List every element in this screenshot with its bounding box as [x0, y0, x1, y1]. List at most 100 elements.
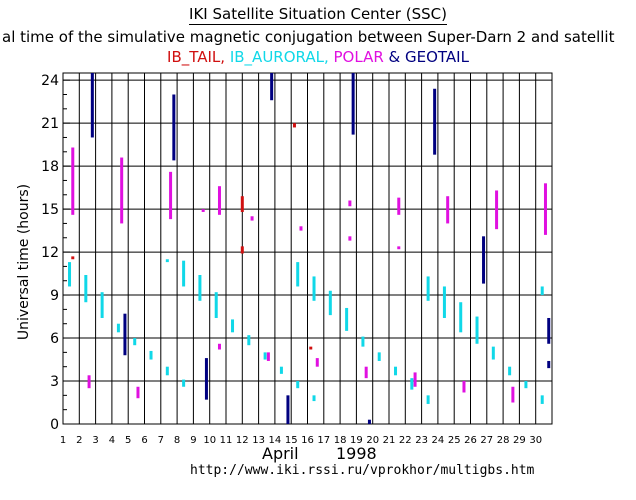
- y-tick-label: 12: [41, 245, 59, 261]
- interval-bar-geotail: [123, 313, 127, 356]
- x-tick-label: 18: [334, 435, 347, 446]
- x-tick-label: 26: [464, 435, 477, 446]
- interval-bar-ib-auroral: [214, 292, 218, 318]
- interval-bar-geotail: [90, 73, 94, 138]
- interval-bar-ib-auroral: [475, 316, 479, 344]
- interval-bar-polar: [266, 352, 270, 361]
- interval-bar-ib-auroral: [296, 381, 300, 389]
- legend-entry: ,: [220, 48, 230, 66]
- y-tick-label: 6: [50, 331, 59, 347]
- x-tick-label: 29: [513, 435, 526, 446]
- x-tick-label: 23: [415, 435, 428, 446]
- y-tick-label: 21: [41, 116, 59, 132]
- y-tick-label: 18: [41, 159, 59, 175]
- x-tick-label: 19: [350, 435, 363, 446]
- interval-bar-polar: [397, 246, 401, 250]
- legend: IB_TAIL, IB_AURORAL, POLAR & GEOTAIL: [0, 48, 636, 66]
- interval-bar-ib-auroral: [426, 276, 430, 301]
- interval-bar-ib-auroral: [68, 262, 72, 287]
- x-tick-label: 28: [497, 435, 510, 446]
- x-tick-label: 3: [92, 435, 98, 446]
- interval-bar-ib-auroral: [231, 319, 235, 333]
- interval-bar-polar: [71, 147, 75, 215]
- interval-bar-ib-tail: [292, 123, 296, 128]
- y-tick-label: 15: [41, 202, 59, 218]
- interval-bar-polar: [217, 186, 221, 215]
- x-axis-label-year: 1998: [336, 444, 377, 463]
- interval-bar-ib-tail: [309, 346, 313, 350]
- interval-bar-polar: [413, 372, 417, 387]
- interval-bar-ib-auroral: [524, 381, 528, 389]
- y-tick-label: 3: [50, 374, 59, 390]
- interval-bar-ib-tail: [71, 256, 75, 260]
- interval-bar-polar: [250, 216, 254, 221]
- x-tick-label: 30: [529, 435, 542, 446]
- legend-entry: ,: [323, 48, 334, 66]
- y-tick-label: 24: [41, 73, 59, 89]
- interval-bar-polar: [87, 375, 91, 389]
- interval-bar-ib-auroral: [84, 275, 88, 303]
- interval-bar-ib-auroral: [182, 260, 186, 287]
- interval-bar-geotail: [547, 360, 551, 369]
- x-tick-label: 27: [480, 435, 493, 446]
- interval-bar-ib-auroral: [508, 366, 512, 376]
- legend-entry: IB_TAIL: [167, 48, 221, 66]
- interval-bar-ib-auroral: [377, 352, 381, 361]
- x-tick-label: 10: [203, 435, 216, 446]
- interval-bar-geotail: [482, 236, 486, 284]
- x-tick-label: 14: [269, 435, 282, 446]
- interval-bar-ib-auroral: [540, 395, 544, 404]
- x-tick-label: 22: [399, 435, 412, 446]
- interval-bar-geotail: [351, 73, 355, 135]
- source-url: http://www.iki.rssi.ru/vprokhor/multigbs…: [190, 463, 535, 478]
- interval-bar-ib-auroral: [247, 335, 251, 346]
- interval-bar-ib-auroral: [116, 323, 120, 333]
- interval-bar-ib-auroral: [394, 366, 398, 376]
- interval-bar-ib-auroral: [182, 379, 186, 387]
- x-tick-label: 13: [252, 435, 265, 446]
- x-tick-label: 12: [236, 435, 249, 446]
- interval-bar-polar: [169, 171, 173, 220]
- interval-bar-geotail: [547, 317, 551, 344]
- x-tick-label: 8: [174, 435, 180, 446]
- interval-bar-ib-auroral: [312, 395, 316, 402]
- y-tick-label: 0: [50, 417, 59, 433]
- interval-bar-ib-tail: [240, 246, 244, 254]
- x-tick-label: 16: [301, 435, 314, 446]
- x-tick-label: 20: [366, 435, 379, 446]
- interval-bar-ib-auroral: [133, 338, 137, 346]
- interval-bar-polar: [348, 236, 352, 241]
- interval-bar-polar: [136, 386, 140, 399]
- legend-entry: POLAR: [333, 48, 384, 66]
- interval-bar-polar: [315, 358, 319, 367]
- x-tick-label: 1: [60, 435, 66, 446]
- interval-bar-ib-auroral: [263, 352, 267, 360]
- interval-bar-ib-auroral: [540, 286, 544, 296]
- interval-bar-ib-auroral: [165, 259, 169, 263]
- x-tick-label: 5: [125, 435, 131, 446]
- x-tick-label: 24: [432, 435, 445, 446]
- y-tick-label: 9: [50, 288, 59, 304]
- interval-bar-ib-auroral: [279, 366, 283, 374]
- interval-bar-ib-auroral: [312, 276, 316, 301]
- interval-bar-geotail: [286, 395, 290, 424]
- interval-bar-ib-auroral: [442, 286, 446, 318]
- legend-entry: &: [383, 48, 405, 66]
- x-tick-label: 17: [317, 435, 330, 446]
- interval-bar-polar: [397, 197, 401, 215]
- interval-bar-ib-auroral: [198, 275, 202, 301]
- interval-bar-polar: [348, 200, 352, 207]
- interval-bar-ib-auroral: [165, 366, 169, 376]
- interval-bar-polar: [543, 183, 547, 235]
- interval-bar-geotail: [172, 94, 176, 161]
- interval-bar-polar: [217, 343, 221, 350]
- interval-bar-ib-auroral: [328, 290, 332, 316]
- legend-entry: IB_AURORAL: [229, 48, 324, 66]
- interval-bar-polar: [120, 157, 124, 224]
- x-axis-label-month: April: [262, 444, 299, 463]
- interval-bar-ib-auroral: [361, 336, 365, 347]
- interval-bar-polar: [511, 386, 515, 403]
- interval-bar-ib-auroral: [410, 378, 414, 390]
- x-tick-label: 25: [448, 435, 461, 446]
